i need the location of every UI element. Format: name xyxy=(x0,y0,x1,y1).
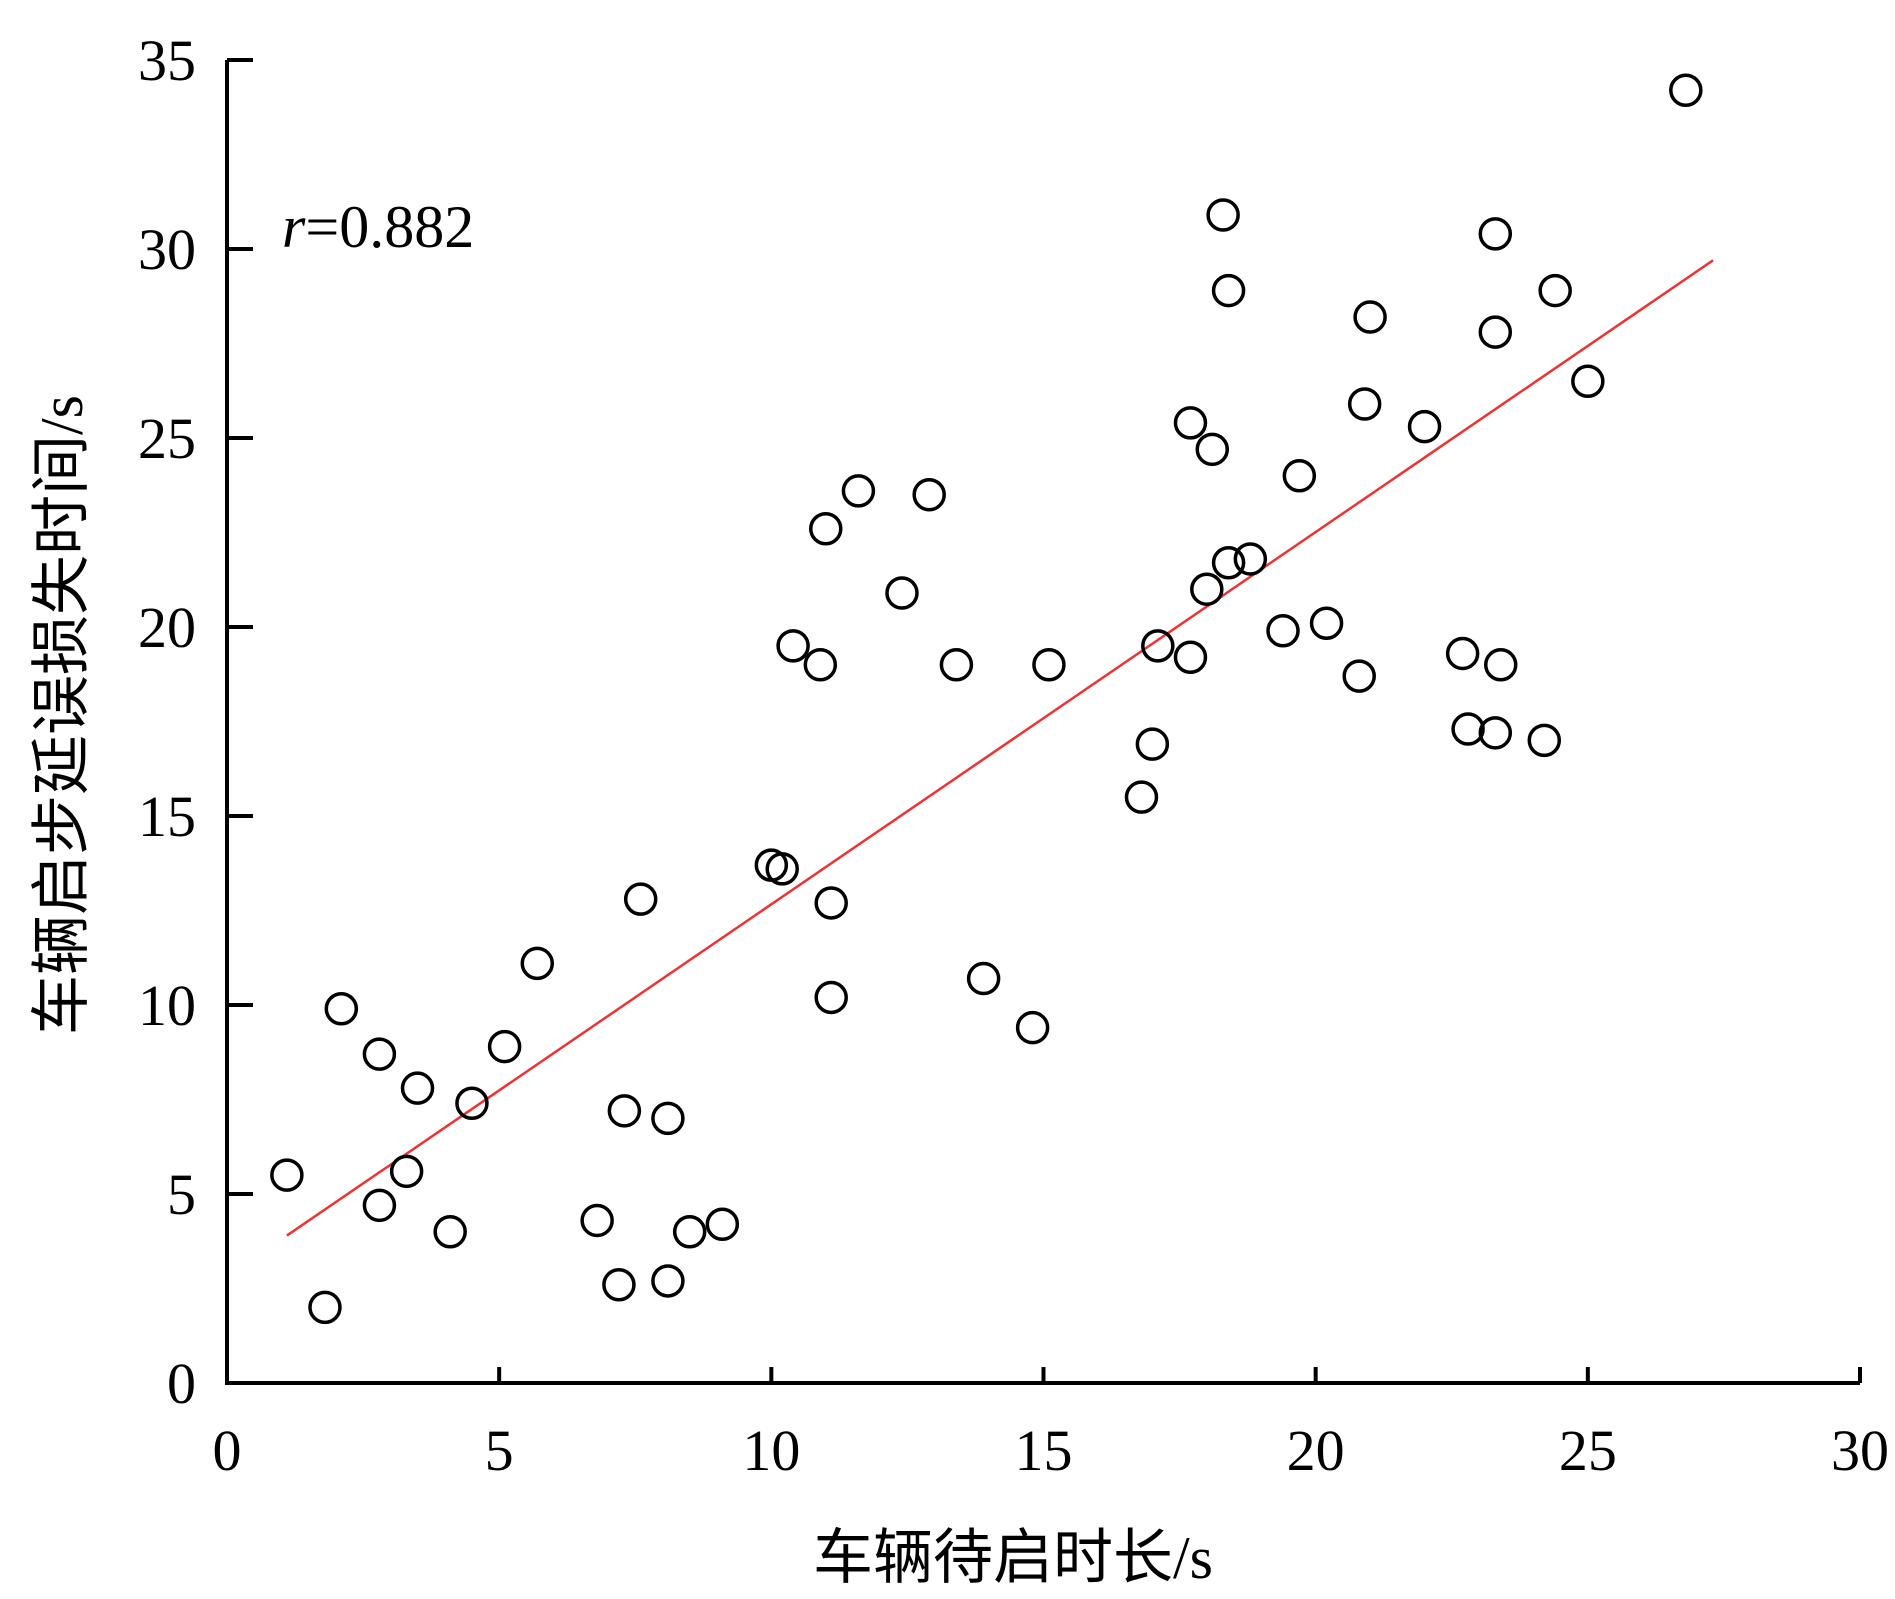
data-point xyxy=(1478,217,1513,251)
data-point xyxy=(362,1037,397,1071)
data-point xyxy=(651,1101,685,1136)
data-point xyxy=(765,852,799,886)
data-point xyxy=(308,1290,342,1325)
data-point xyxy=(1445,636,1480,671)
y-tick-label: 20 xyxy=(138,595,196,660)
data-point xyxy=(602,1267,636,1302)
data-point xyxy=(1195,432,1229,467)
y-tick-label: 15 xyxy=(138,784,196,849)
data-point xyxy=(885,576,919,610)
data-point xyxy=(1282,459,1317,493)
data-point xyxy=(809,511,843,546)
data-point xyxy=(1407,409,1442,444)
data-point xyxy=(776,629,810,663)
data-point xyxy=(1669,73,1703,107)
data-point xyxy=(939,648,974,682)
correlation-value: =0.882 xyxy=(305,194,474,260)
y-tick-label: 5 xyxy=(167,1162,196,1227)
data-point xyxy=(1135,727,1170,761)
data-point xyxy=(1211,545,1246,580)
data-point xyxy=(912,477,946,512)
x-tick-label: 10 xyxy=(742,1418,800,1483)
data-point xyxy=(324,992,359,1026)
data-point xyxy=(1478,716,1513,750)
data-point xyxy=(1451,712,1485,746)
data-point xyxy=(1483,648,1518,682)
data-points xyxy=(270,73,1703,1325)
data-point xyxy=(1211,273,1246,308)
data-point xyxy=(672,1215,707,1249)
data-point xyxy=(814,886,848,920)
data-point xyxy=(1266,614,1300,648)
data-point xyxy=(1571,364,1605,399)
x-tick-label: 30 xyxy=(1831,1418,1889,1483)
data-point xyxy=(841,474,876,508)
data-point xyxy=(623,882,658,916)
x-tick-label: 5 xyxy=(485,1418,514,1483)
x-tick-label: 0 xyxy=(213,1418,242,1483)
data-point xyxy=(1141,629,1175,663)
data-point xyxy=(389,1154,424,1189)
data-point xyxy=(1173,406,1208,440)
y-axis-title: 车辆启步延误损失时间/s xyxy=(29,395,95,1035)
x-tick-label: 20 xyxy=(1287,1418,1345,1483)
data-point xyxy=(1478,315,1513,349)
axes: 0 5 10 15 20 25 30 0 5 10 15 20 25 30 35 xyxy=(138,28,1889,1483)
y-tick-label: 30 xyxy=(138,217,196,282)
y-tick-label: 0 xyxy=(167,1351,196,1416)
y-tick-label: 35 xyxy=(138,28,196,93)
y-tick-label: 10 xyxy=(138,973,196,1038)
data-point xyxy=(362,1188,397,1223)
data-point xyxy=(1527,723,1562,758)
data-point xyxy=(1124,780,1159,814)
data-point xyxy=(520,946,555,981)
data-point xyxy=(803,648,838,682)
data-point xyxy=(400,1071,435,1105)
data-point xyxy=(651,1264,685,1298)
data-point xyxy=(1538,273,1572,308)
y-tick-label: 25 xyxy=(138,406,196,471)
data-point xyxy=(966,961,1001,996)
x-axis-title: 车辆待启时长/s xyxy=(813,1525,1213,1591)
x-tick-label: 15 xyxy=(1015,1418,1073,1483)
data-point xyxy=(1353,300,1387,334)
data-point xyxy=(1233,542,1268,576)
data-point xyxy=(1309,606,1344,640)
data-point xyxy=(270,1158,304,1192)
data-point xyxy=(1190,572,1224,606)
data-point xyxy=(1347,387,1382,421)
data-point xyxy=(455,1086,489,1121)
regression-line xyxy=(286,259,1714,1237)
y-ticks: 0 5 10 15 20 25 30 35 xyxy=(138,28,253,1416)
data-point xyxy=(1342,659,1376,693)
data-point xyxy=(1173,640,1208,674)
data-point xyxy=(705,1207,740,1241)
data-point xyxy=(580,1203,614,1238)
data-point xyxy=(607,1094,642,1128)
data-point xyxy=(433,1215,467,1249)
data-point xyxy=(1015,1010,1050,1045)
data-point xyxy=(814,980,848,1015)
data-point xyxy=(1032,648,1066,682)
data-point xyxy=(1206,198,1240,232)
x-ticks: 0 5 10 15 20 25 30 xyxy=(213,1367,1889,1483)
data-point xyxy=(487,1029,522,1064)
correlation-symbol: r xyxy=(282,194,306,260)
correlation-annotation: r=0.882 xyxy=(282,194,474,260)
x-tick-label: 25 xyxy=(1559,1418,1617,1483)
